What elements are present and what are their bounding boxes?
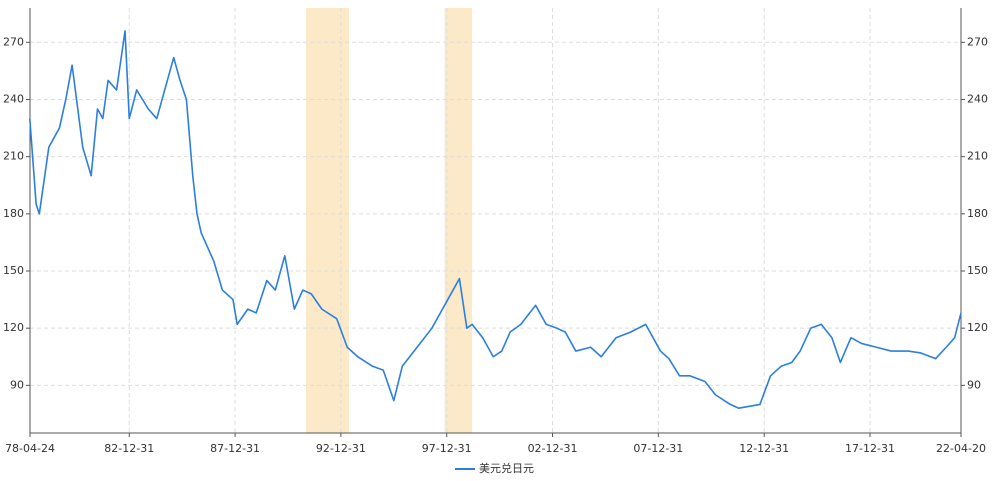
highlight-band bbox=[444, 8, 473, 433]
x-tick-label: 78-04-24 bbox=[5, 442, 55, 455]
x-tick-label: 82-12-31 bbox=[104, 442, 154, 455]
y-tick-label: 180 bbox=[3, 207, 24, 220]
y2-tick-label: 210 bbox=[967, 150, 988, 163]
y2-tick-label: 180 bbox=[967, 207, 988, 220]
y-tick-label: 90 bbox=[10, 378, 24, 391]
y2-tick-label: 240 bbox=[967, 92, 988, 105]
highlight-band bbox=[305, 8, 349, 433]
legend-label: 美元兑日元 bbox=[479, 461, 534, 475]
y2-tick-label: 120 bbox=[967, 321, 988, 334]
y-tick-label: 210 bbox=[3, 150, 24, 163]
x-tick-label: 92-12-31 bbox=[316, 442, 366, 455]
series-line bbox=[28, 30, 962, 410]
x-tick-label: 12-12-31 bbox=[739, 442, 789, 455]
y-tick-label: 120 bbox=[3, 321, 24, 334]
y-tick-label: 150 bbox=[3, 264, 24, 277]
y2-tick-label: 90 bbox=[967, 378, 981, 391]
x-tick-label: 87-12-31 bbox=[210, 442, 260, 455]
y-tick-label: 270 bbox=[3, 35, 24, 48]
x-tick-label: 17-12-31 bbox=[845, 442, 895, 455]
x-tick-label: 97-12-31 bbox=[422, 442, 472, 455]
y2-tick-label: 150 bbox=[967, 264, 988, 277]
x-tick-label: 22-04-20 bbox=[936, 442, 986, 455]
y2-tick-label: 270 bbox=[967, 35, 988, 48]
y-tick-label: 240 bbox=[3, 92, 24, 105]
x-tick-label: 02-12-31 bbox=[528, 442, 578, 455]
x-tick-label: 07-12-31 bbox=[633, 442, 683, 455]
